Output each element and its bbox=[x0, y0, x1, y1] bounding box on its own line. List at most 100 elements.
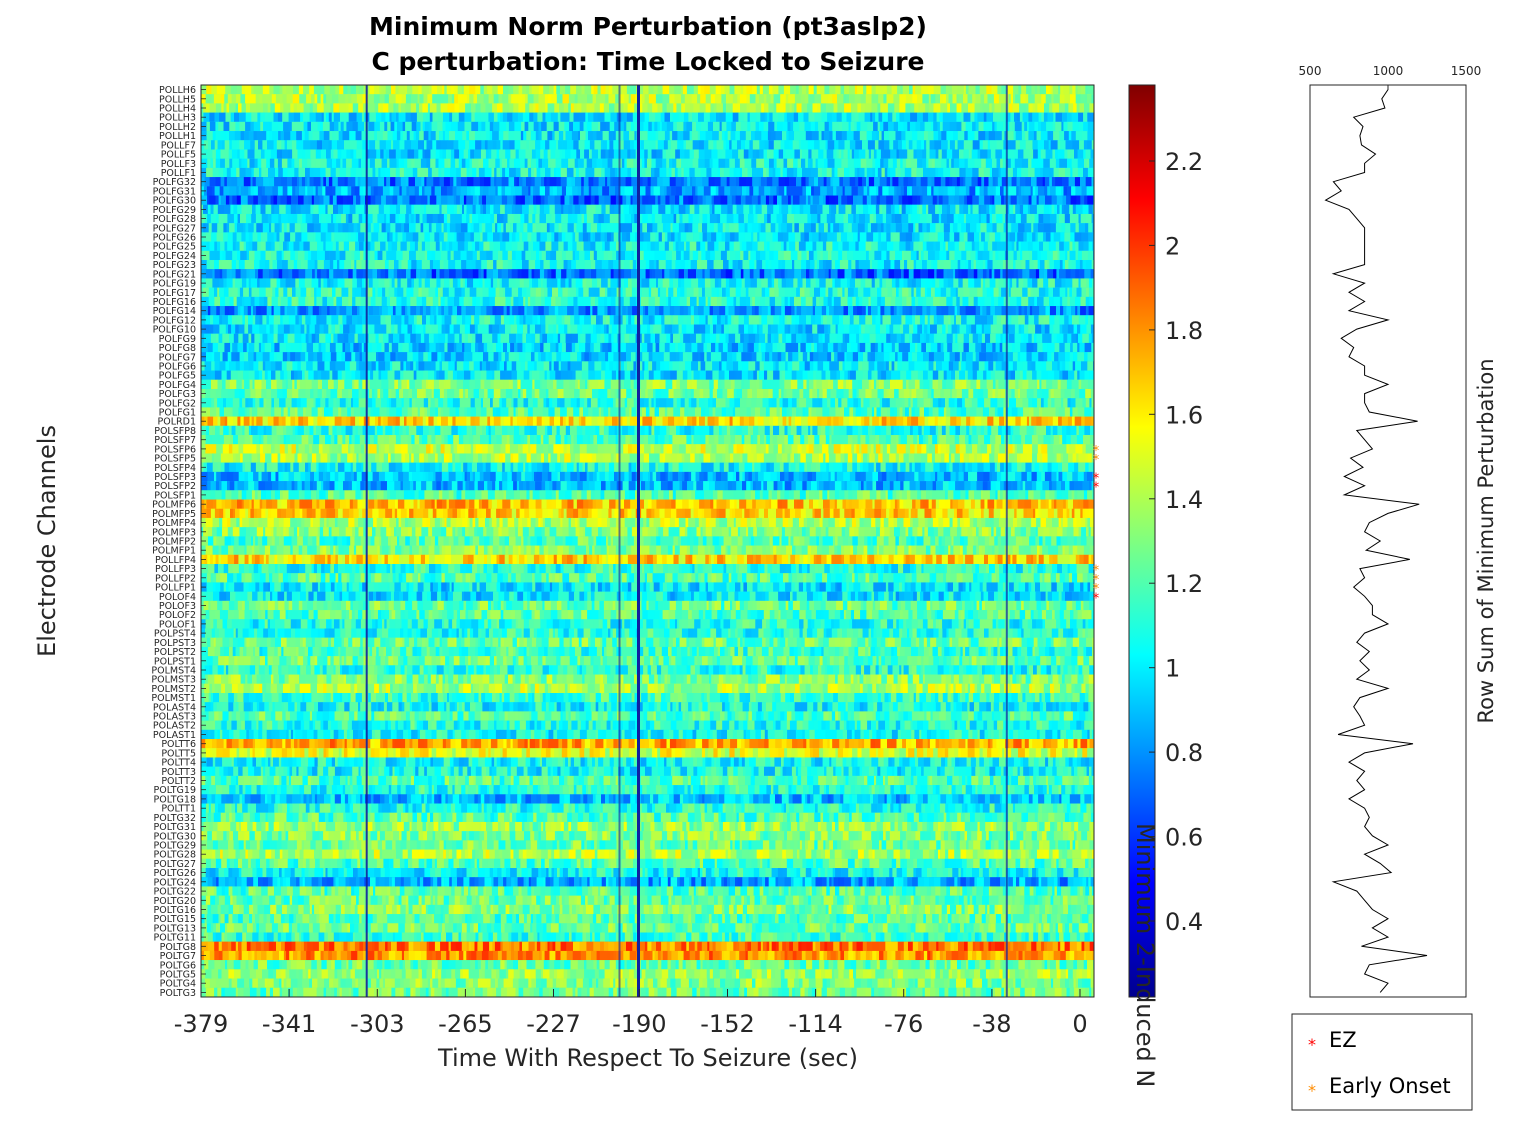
heatmap-row-pollf3 bbox=[201, 159, 1098, 169]
heatmap-row-polfg7 bbox=[201, 352, 1098, 362]
rowsum-frame bbox=[1310, 85, 1466, 997]
heatmap-row-polfg10 bbox=[201, 325, 1096, 335]
colorbar-ticks: 0.40.60.811.21.41.61.822.2 bbox=[1149, 148, 1203, 936]
heatmap-row-polpst1 bbox=[201, 656, 1094, 666]
heatmap-row-pollh2 bbox=[201, 122, 1100, 132]
colorbar-tick-label: 2 bbox=[1165, 232, 1180, 260]
heatmap-row-pollh6 bbox=[201, 85, 1094, 95]
x-tick-label: -76 bbox=[884, 1010, 923, 1038]
heatmap-row-polmst3 bbox=[201, 675, 1095, 685]
heatmap-row-poltg19 bbox=[201, 785, 1097, 795]
heatmap-row-polmfp6 bbox=[201, 500, 1096, 510]
legend-ez-label: EZ bbox=[1329, 1028, 1357, 1052]
heatmap-row-polfg23 bbox=[201, 260, 1096, 270]
heatmap-row-poltg27 bbox=[201, 859, 1098, 869]
colorbar-tick-label: 1 bbox=[1165, 655, 1180, 683]
heatmap-row-pollfp2 bbox=[201, 573, 1096, 583]
heatmap-row-polast3 bbox=[201, 711, 1097, 721]
x-axis-label: Time With Respect To Seizure (sec) bbox=[437, 1044, 858, 1072]
heatmap-row-polfg9 bbox=[201, 334, 1097, 344]
heatmap-row-pollfp4 bbox=[201, 555, 1094, 565]
heatmap-row-poltt2 bbox=[201, 776, 1096, 786]
dark-column-3 bbox=[1006, 85, 1008, 997]
heatmap-row-pollf1 bbox=[201, 168, 1099, 178]
heatmap-row-polmfp3 bbox=[201, 527, 1096, 537]
dark-column-0 bbox=[366, 85, 368, 997]
heatmap-row-polfg12 bbox=[201, 315, 1098, 325]
legend-early-onset-marker: * bbox=[1308, 1081, 1316, 1100]
heatmap-row-poltt4 bbox=[201, 757, 1095, 767]
heatmap-row-polof3 bbox=[201, 601, 1096, 611]
heatmap-row-polmfp2 bbox=[201, 536, 1100, 546]
colorbar-tick-label: 0.6 bbox=[1165, 824, 1203, 852]
x-tick-label: -227 bbox=[526, 1010, 580, 1038]
heatmap-row-polast4 bbox=[201, 702, 1098, 712]
heatmap-row-polfg27 bbox=[201, 223, 1096, 233]
heatmap bbox=[201, 85, 1101, 997]
heatmap-row-polsfp5 bbox=[201, 453, 1099, 463]
x-tick-label: -190 bbox=[612, 1010, 666, 1038]
x-tick-label: -38 bbox=[972, 1010, 1011, 1038]
colorbar-tick-label: 1.6 bbox=[1165, 401, 1203, 429]
heatmap-row-polast2 bbox=[201, 721, 1098, 731]
heatmap-row-pollh5 bbox=[201, 94, 1097, 104]
rowsum-tick-label: 1500 bbox=[1451, 64, 1482, 78]
heatmap-row-polfg25 bbox=[201, 242, 1098, 252]
heatmap-row-poltt5 bbox=[201, 748, 1096, 758]
heatmap-row-polfg29 bbox=[201, 205, 1097, 215]
x-tick-label: -152 bbox=[700, 1010, 754, 1038]
heatmap-row-polsfp6 bbox=[201, 444, 1096, 454]
x-tick-label: 0 bbox=[1072, 1010, 1087, 1038]
heatmap-row-poltg11 bbox=[201, 933, 1095, 943]
heatmap-row-poltg7 bbox=[201, 951, 1099, 961]
heatmap-row-polpst2 bbox=[201, 647, 1095, 657]
rowsum-y-label: Row Sum of Minimum Perturbation bbox=[1474, 358, 1498, 723]
heatmap-row-polfg28 bbox=[201, 214, 1097, 224]
colorbar-tick-label: 0.8 bbox=[1165, 739, 1203, 767]
x-tick-label: -265 bbox=[438, 1010, 492, 1038]
heatmap-row-poltg22 bbox=[201, 886, 1095, 896]
heatmap-row-polmfp5 bbox=[201, 509, 1098, 519]
heatmap-row-poltg28 bbox=[201, 850, 1099, 860]
colorbar-tick-label: 0.4 bbox=[1165, 908, 1203, 936]
heatmap-row-poltg30 bbox=[201, 831, 1096, 841]
heatmap-row-poltg3 bbox=[201, 988, 1095, 998]
colorbar-tick-label: 2.2 bbox=[1165, 148, 1203, 176]
heatmap-row-pollfp1 bbox=[201, 582, 1096, 592]
heatmap-row-polfg3 bbox=[201, 389, 1094, 399]
heatmap-row-pollf5 bbox=[201, 149, 1097, 159]
chart-title-line2: C perturbation: Time Locked to Seizure bbox=[371, 47, 924, 76]
x-tick-label: -303 bbox=[350, 1010, 404, 1038]
dark-column-1 bbox=[619, 85, 621, 997]
heatmap-row-polsfp1 bbox=[201, 490, 1096, 500]
heatmap-row-polfg30 bbox=[201, 196, 1098, 206]
heatmap-row-polpst4 bbox=[201, 629, 1096, 639]
channel-marker: * bbox=[1093, 591, 1100, 606]
channel-labels: POLLH6POLLH5POLLH4POLLH3POLLH2POLLH1POLL… bbox=[151, 85, 206, 999]
chart-title-line1: Minimum Norm Perturbation (pt3aslp2) bbox=[369, 12, 927, 41]
heatmap-row-pollh4 bbox=[201, 103, 1097, 113]
heatmap-row-poltg15 bbox=[201, 914, 1095, 924]
channel-marker: * bbox=[1093, 481, 1100, 496]
heatmap-row-poltg24 bbox=[201, 877, 1096, 887]
heatmap-row-pollh1 bbox=[201, 131, 1098, 141]
heatmap-row-polfg1 bbox=[201, 407, 1096, 417]
heatmap-row-polmfp1 bbox=[201, 546, 1095, 556]
rowsum-tick-label: 1000 bbox=[1373, 64, 1404, 78]
heatmap-row-poltg26 bbox=[201, 868, 1096, 878]
heatmap-row-poltg29 bbox=[201, 840, 1096, 850]
heatmap-row-polof1 bbox=[201, 619, 1095, 629]
y-axis-label: Electrode Channels bbox=[33, 425, 61, 657]
rowsum-tick-label: 500 bbox=[1299, 64, 1322, 78]
legend-ez-marker: * bbox=[1308, 1035, 1316, 1054]
heatmap-row-polfg24 bbox=[201, 251, 1098, 261]
heatmap-row-polfg5 bbox=[201, 371, 1101, 381]
legend-early-onset-label: Early Onset bbox=[1329, 1074, 1451, 1098]
heatmap-row-polmfp4 bbox=[201, 518, 1095, 528]
heatmap-row-poltg6 bbox=[201, 960, 1099, 970]
heatmap-row-polfg8 bbox=[201, 343, 1094, 353]
heatmap-row-polfg19 bbox=[201, 278, 1097, 288]
heatmap-row-polrd1 bbox=[201, 417, 1096, 427]
x-tick-label: -341 bbox=[262, 1010, 316, 1038]
